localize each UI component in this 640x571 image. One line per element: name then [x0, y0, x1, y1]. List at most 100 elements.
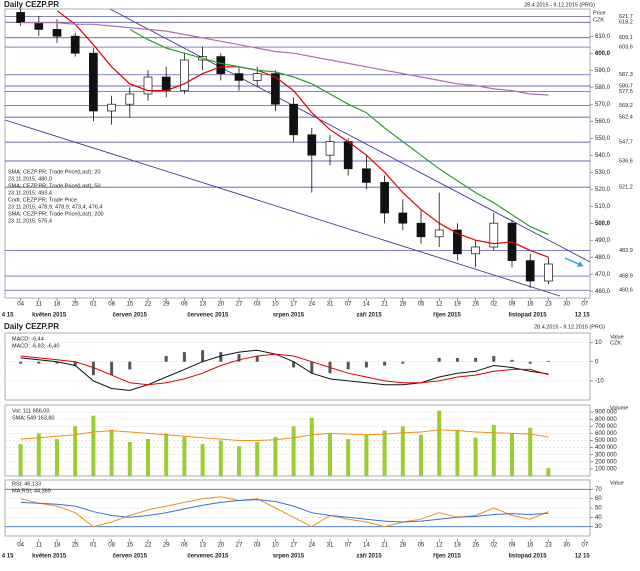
histogram-bar: [383, 361, 387, 366]
month-label: 4 15: [2, 313, 14, 319]
y-tick-label: 30: [595, 524, 602, 530]
y-tick-label: 490,0: [595, 238, 611, 244]
y-tick-label: 540,0: [595, 153, 611, 159]
candle-body: [307, 134, 317, 156]
y-tick-label: 800 000: [595, 417, 617, 423]
x-tick-label: 12: [436, 302, 443, 308]
x-tick-label: 07: [345, 302, 352, 308]
y-tick-label: 500,0: [595, 221, 611, 227]
month-label: září 2015: [356, 554, 382, 560]
x-tick-label: 20: [217, 543, 224, 549]
x-tick-label: 03: [254, 543, 261, 549]
candle-body: [89, 52, 98, 112]
y-tick-label: 550,0: [595, 136, 611, 142]
level-label: 580,7: [619, 83, 633, 89]
y-tick-label: 610,0: [595, 34, 611, 40]
arrow-head: [577, 261, 583, 267]
x-tick-label: 14: [363, 302, 370, 308]
x-tick-label: 14: [363, 543, 370, 549]
candle-body: [52, 29, 62, 37]
histogram-bar: [401, 361, 405, 364]
volume-bar: [273, 436, 278, 476]
volume-bar: [400, 426, 405, 476]
volume-bar: [546, 468, 551, 476]
level-label: 621,7: [619, 14, 633, 20]
date-range: 28.4.2015 - 9.12.2015 (PRG): [534, 324, 605, 330]
histogram-bar: [510, 359, 514, 362]
histogram-bar: [255, 355, 259, 362]
month-label: červenec 2015: [187, 554, 229, 560]
x-tick-label: 15: [126, 543, 133, 549]
volume-bar: [510, 433, 514, 476]
level-label: 618,2: [619, 20, 633, 26]
x-tick-label: 23: [545, 543, 552, 549]
histogram-bar: [455, 357, 459, 362]
month-label: květen 2015: [32, 313, 67, 319]
x-tick-label: 30: [563, 543, 570, 549]
candle-body: [471, 246, 480, 255]
level-label: 521,2: [619, 185, 633, 191]
histogram-bar: [364, 361, 368, 368]
x-tick-label: 25: [72, 302, 79, 308]
y-tick-label: 500 000: [595, 438, 617, 444]
volume-bar: [419, 434, 423, 476]
x-tick-label: 06: [181, 302, 188, 308]
legend-entry: 23.11.2015; 575,4: [8, 218, 52, 224]
level-label: 468,9: [619, 274, 633, 280]
candle-body: [161, 76, 171, 91]
level-label: 562,4: [619, 115, 633, 121]
line: [20, 499, 549, 523]
x-tick-label: 21: [381, 543, 388, 549]
x-tick-label: 10: [272, 543, 279, 549]
legend-entry: CndI; CEZP.PR; Trade Price: [8, 197, 77, 203]
volume-bar: [200, 444, 205, 476]
histogram-bar: [19, 361, 23, 364]
candle-body: [453, 229, 462, 255]
x-tick-label: 09: [509, 543, 516, 549]
panel-frame: [4, 332, 591, 401]
x-tick-label: 27: [236, 543, 243, 549]
histogram-bar: [437, 357, 441, 362]
legend-entry: 23.11.2015; 493,4: [8, 190, 52, 196]
x-tick-label: 29: [163, 543, 170, 549]
x-tick-label: 20: [217, 302, 224, 308]
chart-title: Daily CEZP.PR: [4, 0, 59, 9]
volume-bar: [218, 440, 223, 476]
histogram-bar: [110, 361, 114, 376]
x-tick-label: 31: [327, 302, 334, 308]
y-tick-label: 480,0: [595, 255, 611, 261]
month-label: červenec 2015: [187, 313, 229, 319]
month-label: 12 15: [575, 313, 591, 319]
x-tick-label: 05: [418, 302, 425, 308]
legend-entry: Vol; 111 666,00: [12, 408, 49, 414]
y-tick-label: 460,0: [595, 289, 611, 295]
x-tick-label: 12: [436, 543, 443, 549]
histogram-bar: [219, 352, 223, 362]
histogram-bar: [37, 361, 41, 364]
histogram-bar: [164, 355, 168, 362]
y-tick-label: 700 000: [595, 424, 617, 430]
line: [129, 28, 549, 235]
x-tick-label: 04: [17, 302, 24, 308]
x-tick-label: 07: [581, 302, 588, 308]
panel-frame: [4, 8, 591, 299]
histogram-bar: [201, 350, 205, 362]
candle-body: [362, 168, 371, 183]
y-tick-label: 400 000: [595, 445, 617, 451]
volume-bar: [164, 433, 169, 476]
chart-title: Daily CEZP.PR: [4, 322, 59, 331]
legend-entry: SMA; 549 163,80: [12, 415, 55, 421]
x-tick-label: 26: [472, 543, 479, 549]
x-tick-label: 25: [72, 543, 79, 549]
volume-bar: [73, 426, 78, 476]
histogram-bar: [237, 354, 241, 362]
x-tick-label: 23: [545, 302, 552, 308]
histogram-bar: [310, 361, 314, 374]
level-label: 603,6: [619, 45, 633, 51]
month-label: srpen 2015: [273, 313, 305, 319]
month-label: 12 15: [575, 554, 591, 560]
histogram-bar: [292, 361, 296, 368]
volume-bar: [237, 446, 241, 476]
x-tick-label: 16: [527, 302, 534, 308]
x-tick-label: 28: [399, 543, 406, 549]
